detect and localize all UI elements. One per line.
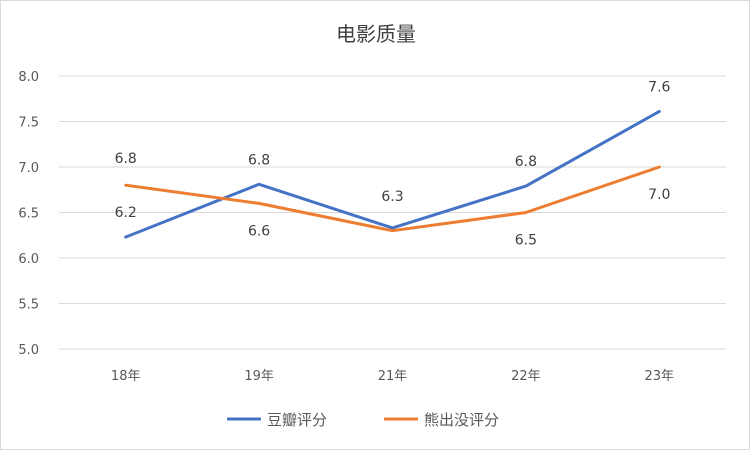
data-label: 6.8 bbox=[248, 152, 270, 168]
y-tick-label: 7.0 bbox=[18, 161, 39, 176]
data-label: 7.6 bbox=[648, 79, 670, 95]
y-tick-label: 6.0 bbox=[18, 252, 39, 267]
series-line-0 bbox=[124, 109, 661, 239]
chart-title: 电影质量 bbox=[336, 22, 416, 46]
x-axis: 18年 19年 21年 22年 23年 bbox=[111, 369, 674, 384]
legend-label: 熊出没评分 bbox=[424, 411, 499, 429]
data-label: 7.0 bbox=[648, 187, 670, 203]
legend: 豆瓣评分 熊出没评分 bbox=[227, 411, 499, 429]
x-tick-label: 18年 bbox=[111, 369, 141, 384]
y-axis: 5.0 5.5 6.0 6.5 7.0 7.5 8.0 bbox=[18, 70, 39, 358]
legend-label: 豆瓣评分 bbox=[267, 411, 327, 429]
y-tick-label: 7.5 bbox=[18, 116, 39, 131]
x-tick-label: 23年 bbox=[645, 369, 675, 384]
x-tick-label: 21年 bbox=[378, 369, 408, 384]
data-label: 6.6 bbox=[248, 223, 270, 239]
data-label: 6.8 bbox=[115, 151, 137, 167]
data-labels: 6.2 6.8 6.3 6.8 7.6 6.8 6.6 6.5 7.0 bbox=[115, 79, 671, 248]
x-tick-label: 19年 bbox=[244, 369, 274, 384]
data-label: 6.8 bbox=[515, 154, 537, 170]
x-tick-label: 22年 bbox=[511, 369, 541, 384]
data-label: 6.2 bbox=[115, 205, 137, 221]
series-line-1 bbox=[124, 165, 661, 233]
data-label: 6.3 bbox=[381, 189, 403, 205]
y-tick-label: 5.5 bbox=[18, 298, 39, 313]
y-tick-label: 6.5 bbox=[18, 207, 39, 222]
y-tick-label: 5.0 bbox=[18, 343, 39, 358]
data-label: 6.5 bbox=[515, 233, 537, 249]
series-lines bbox=[124, 109, 661, 239]
gridlines bbox=[59, 75, 726, 350]
y-tick-label: 8.0 bbox=[18, 70, 39, 85]
